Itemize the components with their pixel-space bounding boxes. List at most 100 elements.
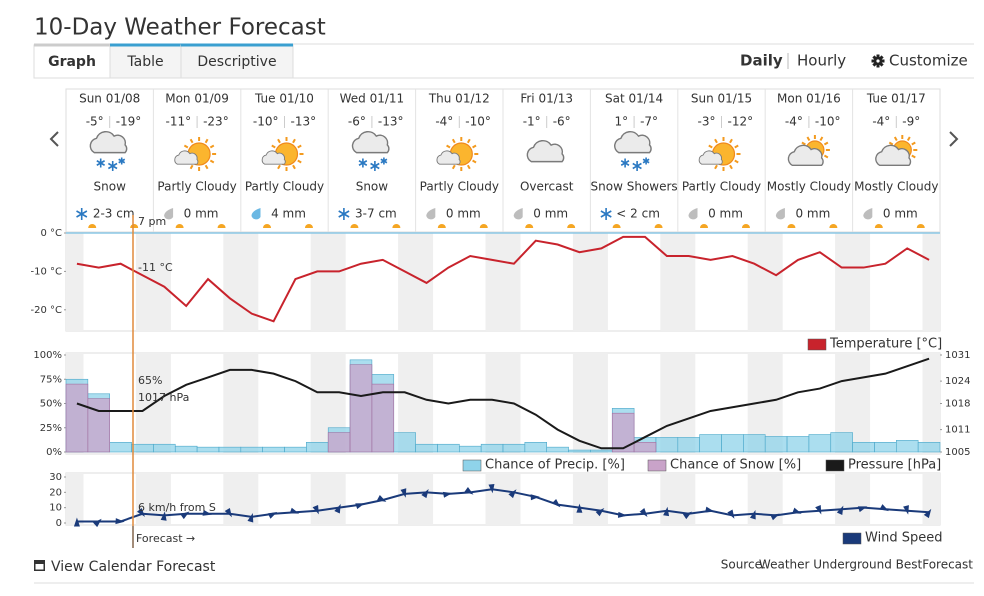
legend-label: Chance of Precip. [%]	[485, 458, 625, 473]
sun-ray	[734, 159, 739, 164]
cloud-shape	[613, 130, 652, 154]
sun-ray	[472, 144, 477, 149]
source-link[interactable]: Weather Underground BestForecast	[759, 558, 973, 572]
day-low: -7°	[640, 115, 658, 129]
sun-event	[304, 224, 313, 228]
weather-icon	[600, 130, 652, 220]
view-toggle[interactable]: Hourly	[797, 52, 846, 70]
step-bar	[852, 441, 875, 453]
wind-arrow	[705, 506, 715, 513]
wind-arrow	[770, 513, 780, 521]
drop-icon	[688, 208, 698, 220]
day-low: -6°	[553, 115, 571, 129]
legend-label: Pressure [hPa]	[848, 458, 941, 473]
day-precip: 0 mm	[708, 207, 743, 221]
flake-arm	[632, 162, 642, 170]
customize-link[interactable]: Customize	[889, 52, 968, 70]
sun-event	[175, 224, 184, 228]
y-tick-label: 0	[56, 518, 62, 529]
sun-ray	[466, 138, 471, 144]
sun-ray	[734, 144, 739, 149]
day-precip: 0 mm	[795, 207, 830, 221]
page-title: 10-Day Weather Forecast	[34, 15, 326, 41]
prev-arrow[interactable]	[49, 131, 59, 147]
y-tick-label: 25%	[40, 423, 62, 434]
day-low: -23°	[203, 115, 229, 129]
day-precip: 3-7 cm	[355, 207, 397, 221]
next-arrow[interactable]	[949, 131, 959, 147]
sun-ray	[714, 164, 718, 170]
sun-ray	[472, 159, 477, 164]
sun-event	[829, 224, 838, 228]
flake-arm	[620, 160, 630, 166]
cloud	[89, 130, 128, 154]
legend-swatch	[825, 459, 845, 472]
day-date: Fri 01/13	[520, 92, 573, 106]
step-bar	[590, 449, 613, 453]
day-condition: Partly Cloudy	[420, 180, 499, 194]
flake-arm	[370, 162, 380, 170]
day-high: 1°	[614, 115, 628, 129]
legend-label: Chance of Snow [%]	[670, 458, 801, 473]
view-toggle[interactable]: Daily	[740, 52, 783, 70]
y-tick-label: -20 °C	[31, 305, 63, 316]
night-band	[572, 473, 608, 525]
wind-arrow	[576, 503, 583, 513]
wind-arrow	[224, 507, 232, 518]
day-low: -9°	[902, 115, 920, 129]
wind-arrow	[836, 505, 844, 515]
sun-ray	[451, 138, 456, 144]
step-bar	[611, 412, 635, 453]
drop-icon	[863, 208, 873, 220]
sun-ray	[297, 144, 302, 149]
sun-ray	[911, 141, 916, 146]
day-high: -11°	[165, 115, 191, 129]
day-high: -5°	[86, 115, 104, 129]
wind-arrow	[267, 511, 278, 519]
day-date: Tue 01/17	[866, 92, 926, 106]
day-date: Thu 01/12	[428, 92, 490, 106]
tab-label[interactable]: Descriptive	[197, 54, 276, 70]
tab-label[interactable]: Table	[126, 54, 163, 70]
day-condition: Partly Cloudy	[245, 180, 324, 194]
weather-icon	[436, 137, 479, 171]
wind-arrow	[136, 508, 145, 517]
flake-arm	[107, 162, 118, 170]
step-bar	[109, 441, 132, 453]
day-high: -4°	[785, 115, 803, 129]
step-bar	[633, 441, 657, 453]
weather-icon	[338, 130, 390, 220]
calendar-link[interactable]: View Calendar Forecast	[51, 559, 216, 575]
day-low: -10°	[465, 115, 491, 129]
cloud-shape	[875, 144, 912, 166]
flake-arm	[642, 158, 650, 164]
sun-event	[612, 224, 621, 228]
y-tick-label: 100%	[33, 350, 62, 361]
snowflake	[620, 158, 630, 168]
wind-arrow	[355, 503, 365, 510]
sun-ray	[911, 154, 916, 159]
step-bar	[458, 445, 482, 453]
weather-icon	[526, 139, 565, 163]
step-bar	[743, 434, 766, 453]
sun-ray	[277, 164, 281, 170]
tab[interactable]	[180, 44, 294, 79]
step-bar	[895, 440, 919, 453]
sun-ray	[446, 144, 451, 149]
cloud-shape	[89, 130, 128, 154]
step-bar	[87, 398, 110, 453]
snowflake	[118, 157, 126, 165]
step-bar	[393, 432, 416, 453]
snowflake	[358, 158, 368, 168]
wind-arrow	[312, 504, 319, 515]
forecast-label: Forecast →	[136, 532, 195, 545]
cloud-shape	[698, 150, 723, 165]
step-bar	[349, 364, 373, 453]
day-condition: Partly Cloudy	[682, 180, 761, 194]
day-condition: Snow	[94, 180, 127, 194]
day-low: -13°	[378, 115, 404, 129]
tab-label[interactable]: Graph	[48, 54, 96, 70]
sun-ray	[823, 154, 829, 159]
snowflake	[96, 158, 105, 168]
day-condition: Mostly Cloudy	[767, 180, 851, 194]
